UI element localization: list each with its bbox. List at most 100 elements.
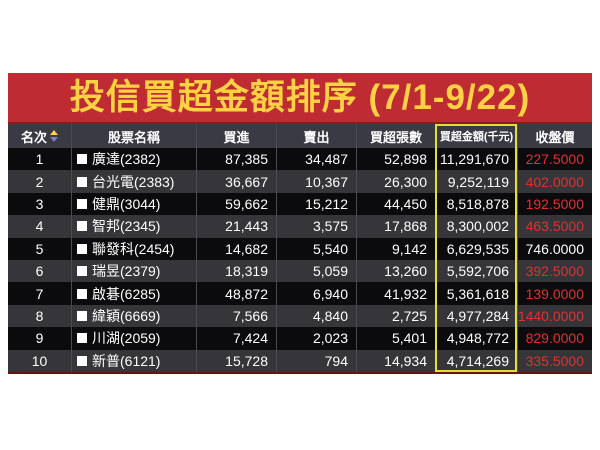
cell-rank: 5 bbox=[35, 240, 44, 257]
table-row[interactable]: 9 川湖(2059) 7,424 2,023 5,401 4,948,772 8… bbox=[8, 327, 592, 350]
cell-close-price: 1440.0000 bbox=[517, 304, 592, 328]
column-header-net-amount[interactable]: 買超金額(千元) bbox=[435, 124, 517, 148]
cell-net-amount: 5,592,706 bbox=[435, 259, 517, 283]
cell-net-amount: 5,361,618 bbox=[435, 282, 517, 305]
cell-stock-name: 川湖(2059) bbox=[71, 327, 196, 350]
stock-marker-icon bbox=[77, 355, 87, 366]
cell-net-amount: 6,629,535 bbox=[435, 237, 517, 260]
cell-buy: 21,443 bbox=[196, 215, 276, 238]
stock-marker-icon bbox=[77, 333, 87, 344]
cell-net-volume: 2,725 bbox=[356, 304, 435, 328]
table-row[interactable]: 4 智邦(2345) 21,443 3,575 17,868 8,300,002… bbox=[8, 215, 592, 238]
table-row[interactable]: 1 廣達(2382) 87,385 34,487 52,898 11,291,6… bbox=[8, 148, 592, 171]
cell-net-amount: 9,252,119 bbox=[435, 170, 517, 193]
ranking-table: 名次 股票名稱 買進 賣出 買超張數 買超金額(千元) 收盤價 1 廣達(238… bbox=[8, 124, 592, 374]
cell-buy: 36,667 bbox=[196, 170, 276, 193]
cell-net-volume: 5,401 bbox=[356, 327, 435, 350]
cell-net-volume: 17,868 bbox=[356, 215, 435, 238]
cell-sell: 3,575 bbox=[276, 215, 356, 238]
cell-net-amount: 4,714,269 bbox=[435, 349, 517, 372]
cell-buy: 59,662 bbox=[196, 192, 276, 216]
column-header-rank-label: 名次 bbox=[20, 129, 47, 145]
cell-stock-name: 健鼎(3044) bbox=[71, 192, 196, 216]
cell-sell: 2,023 bbox=[276, 327, 356, 350]
cell-sell: 5,540 bbox=[276, 237, 356, 260]
cell-buy: 7,566 bbox=[196, 304, 276, 328]
stock-marker-icon bbox=[77, 266, 87, 277]
cell-close-price: 192.5000 bbox=[517, 192, 592, 216]
stock-marker-icon bbox=[77, 176, 87, 187]
table-row[interactable]: 8 緯穎(6669) 7,566 4,840 2,725 4,977,284 1… bbox=[8, 304, 592, 328]
cell-stock-name: 智邦(2345) bbox=[71, 215, 196, 238]
stock-marker-icon bbox=[77, 198, 87, 209]
stock-name-label: 台光電(2383) bbox=[92, 173, 175, 190]
column-header-buy[interactable]: 買進 bbox=[196, 124, 276, 148]
cell-net-volume: 52,898 bbox=[356, 148, 435, 171]
table-row[interactable]: 7 啟碁(6285) 48,872 6,940 41,932 5,361,618… bbox=[8, 282, 592, 305]
cell-stock-name: 緯穎(6669) bbox=[71, 304, 196, 328]
cell-net-amount: 8,300,002 bbox=[435, 215, 517, 238]
stock-name-label: 新普(6121) bbox=[92, 352, 161, 369]
cell-net-amount: 4,948,772 bbox=[435, 327, 517, 350]
cell-net-amount: 11,291,670 bbox=[435, 148, 517, 171]
cell-buy: 18,319 bbox=[196, 259, 276, 283]
cell-net-amount: 8,518,878 bbox=[435, 192, 517, 216]
cell-close-price: 746.0000 bbox=[517, 237, 592, 260]
column-header-stock-name[interactable]: 股票名稱 bbox=[71, 124, 196, 148]
cell-stock-name: 新普(6121) bbox=[71, 349, 196, 372]
cell-rank: 2 bbox=[35, 173, 44, 190]
stock-name-label: 健鼎(3044) bbox=[92, 195, 161, 212]
table-row[interactable]: 10 新普(6121) 15,728 794 14,934 4,714,269 … bbox=[8, 349, 592, 372]
column-header-sell[interactable]: 賣出 bbox=[276, 124, 356, 148]
cell-sell: 15,212 bbox=[276, 192, 356, 216]
cell-stock-name: 台光電(2383) bbox=[71, 170, 196, 193]
cell-stock-name: 聯發科(2454) bbox=[71, 237, 196, 260]
table-row[interactable]: 2 台光電(2383) 36,667 10,367 26,300 9,252,1… bbox=[8, 170, 592, 193]
stock-name-label: 智邦(2345) bbox=[92, 218, 161, 235]
stock-marker-icon bbox=[77, 288, 87, 299]
cell-sell: 794 bbox=[276, 349, 356, 372]
cell-rank: 9 bbox=[35, 330, 44, 347]
cell-sell: 5,059 bbox=[276, 259, 356, 283]
column-header-net-volume[interactable]: 買超張數 bbox=[356, 124, 435, 148]
title-banner: 投信買超金額排序 (7/1-9/22) bbox=[8, 73, 592, 124]
cell-net-volume: 26,300 bbox=[356, 170, 435, 193]
cell-sell: 10,367 bbox=[276, 170, 356, 193]
stock-name-label: 瑞昱(2379) bbox=[92, 263, 161, 280]
cell-stock-name: 瑞昱(2379) bbox=[71, 259, 196, 283]
cell-net-volume: 44,450 bbox=[356, 192, 435, 216]
cell-close-price: 227.5000 bbox=[517, 148, 592, 171]
cell-net-volume: 9,142 bbox=[356, 237, 435, 260]
stock-marker-icon bbox=[77, 243, 87, 254]
cell-close-price: 139.0000 bbox=[517, 282, 592, 305]
table-row[interactable]: 6 瑞昱(2379) 18,319 5,059 13,260 5,592,706… bbox=[8, 259, 592, 283]
stock-name-label: 廣達(2382) bbox=[92, 151, 161, 168]
cell-net-volume: 41,932 bbox=[356, 282, 435, 305]
cell-rank: 3 bbox=[35, 195, 44, 212]
cell-net-volume: 14,934 bbox=[356, 349, 435, 372]
column-header-close-price[interactable]: 收盤價 bbox=[517, 124, 592, 148]
stock-name-label: 聯發科(2454) bbox=[92, 240, 175, 257]
stock-marker-icon bbox=[77, 221, 87, 232]
cell-buy: 48,872 bbox=[196, 282, 276, 305]
cell-close-price: 829.0000 bbox=[517, 327, 592, 350]
cell-rank: 10 bbox=[31, 352, 48, 369]
cell-sell: 6,940 bbox=[276, 282, 356, 305]
cell-rank: 4 bbox=[35, 218, 44, 235]
cell-close-price: 392.5000 bbox=[517, 259, 592, 283]
cell-net-amount: 4,977,284 bbox=[435, 304, 517, 328]
table-row[interactable]: 3 健鼎(3044) 59,662 15,212 44,450 8,518,87… bbox=[8, 192, 592, 216]
column-header-rank[interactable]: 名次 bbox=[8, 124, 71, 148]
stock-marker-icon bbox=[77, 154, 87, 165]
cell-rank: 1 bbox=[35, 151, 44, 168]
cell-close-price: 402.0000 bbox=[517, 170, 592, 193]
cell-close-price: 335.5000 bbox=[517, 349, 592, 372]
stock-name-label: 川湖(2059) bbox=[92, 330, 161, 347]
cell-rank: 6 bbox=[35, 263, 44, 280]
page-title: 投信買超金額排序 (7/1-9/22) bbox=[69, 78, 531, 117]
cell-sell: 34,487 bbox=[276, 148, 356, 171]
table-row[interactable]: 5 聯發科(2454) 14,682 5,540 9,142 6,629,535… bbox=[8, 237, 592, 260]
table-body: 1 廣達(2382) 87,385 34,487 52,898 11,291,6… bbox=[8, 148, 592, 372]
sort-icon[interactable] bbox=[50, 130, 58, 142]
cell-sell: 4,840 bbox=[276, 304, 356, 328]
